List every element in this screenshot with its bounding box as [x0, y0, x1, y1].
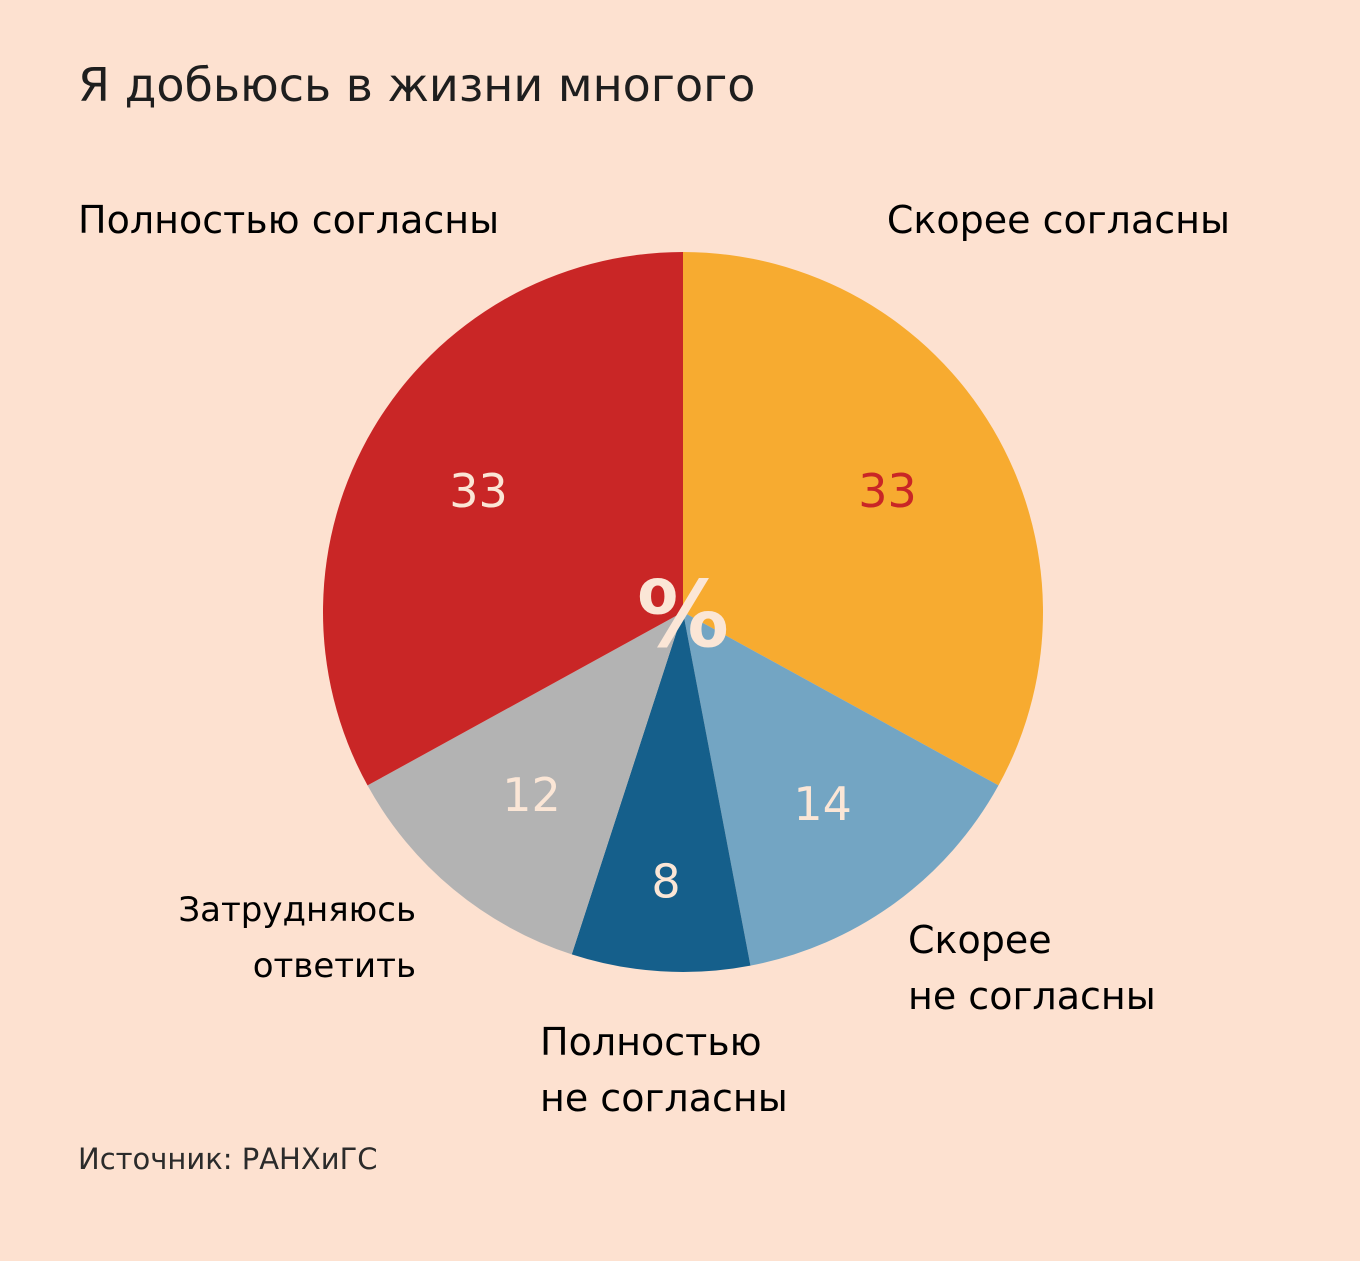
pie-slice-rather-disagree: [683, 612, 999, 966]
percent-center-label: %: [637, 561, 729, 668]
value-label-rather-disagree: 14: [793, 777, 852, 831]
pie-slice-rather-agree: [683, 252, 1044, 786]
value-label-fully-agree: 33: [449, 464, 508, 518]
value-label-rather-agree: 33: [858, 464, 917, 518]
pie-slice-hard-to-say: [367, 612, 683, 955]
label-rather-agree: Скорее согласны: [886, 198, 1230, 242]
source-note: Источник: РАНХиГС: [78, 1142, 378, 1176]
label-hard-to-say: Затрудняюсь ответить: [178, 890, 416, 986]
label-fully-agree: Полностью согласны: [78, 198, 500, 242]
label-rather-disagree: Скорее не согласны: [908, 918, 1156, 1018]
pie-slice-fully-agree: [322, 252, 683, 786]
label-fully-disagree: Полностью не согласны: [540, 1020, 788, 1120]
pie-slice-fully-disagree: [571, 612, 751, 973]
value-label-hard-to-say: 12: [502, 768, 561, 822]
value-label-fully-disagree: 8: [651, 854, 680, 908]
chart-title: Я добьюсь в жизни многого: [78, 58, 756, 112]
